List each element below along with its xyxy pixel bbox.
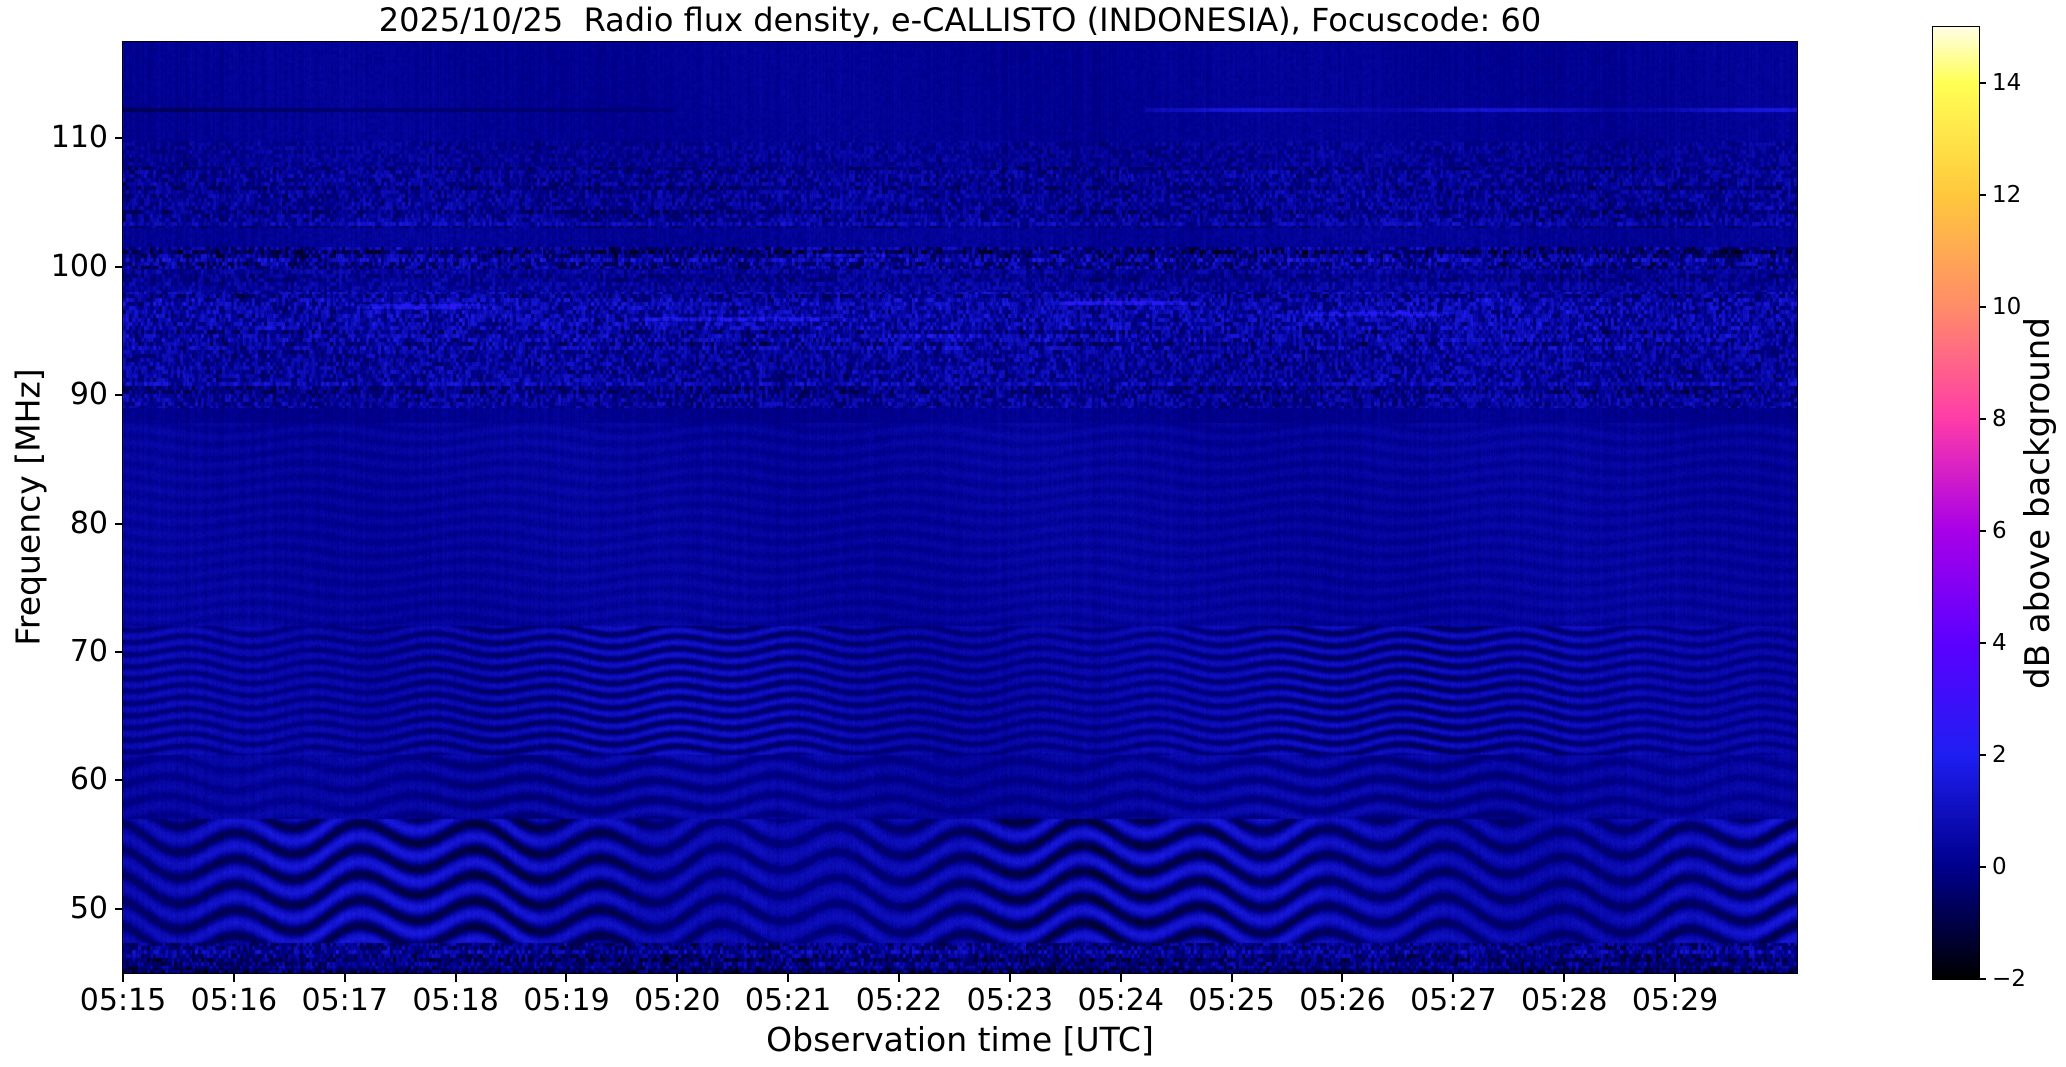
spectrogram-canvas — [123, 42, 1797, 973]
x-tick-mark — [454, 974, 457, 982]
colorbar-tick-label: 2 — [1992, 742, 2007, 768]
colorbar-tick-label: −2 — [1992, 966, 2026, 992]
colorbar-tick-label: 10 — [1992, 294, 2022, 320]
colorbar-tick-label: 4 — [1992, 630, 2007, 656]
colorbar-tick-mark — [1979, 978, 1986, 980]
x-axis-label: Observation time [UTC] — [766, 1020, 1154, 1059]
x-tick-label: 05:28 — [1520, 983, 1608, 1018]
x-tick-mark — [343, 974, 346, 982]
y-tick-mark — [115, 650, 123, 653]
x-tick-mark — [1230, 974, 1233, 982]
x-tick-mark — [1674, 974, 1677, 982]
colorbar-label: dB above background — [2018, 317, 2058, 689]
x-tick-label: 05:27 — [1410, 983, 1497, 1018]
y-tick-label: 110 — [50, 120, 108, 156]
y-tick-label: 70 — [69, 633, 108, 669]
colorbar-tick-mark — [1979, 82, 1986, 84]
chart-title: 2025/10/25 Radio flux density, e-CALLIST… — [378, 1, 1542, 39]
colorbar-tick-mark — [1979, 754, 1986, 756]
y-tick-mark — [115, 522, 123, 525]
y-tick-label: 50 — [69, 890, 108, 926]
colorbar-tick-mark — [1979, 418, 1986, 420]
colorbar-tick-mark — [1979, 866, 1986, 868]
x-tick-label: 05:22 — [855, 983, 943, 1018]
x-tick-mark — [565, 974, 568, 982]
colorbar-tick-label: 8 — [1992, 406, 2007, 432]
x-tick-label: 05:29 — [1631, 983, 1719, 1018]
x-tick-label: 05:25 — [1188, 983, 1275, 1018]
x-tick-label: 05:20 — [634, 983, 721, 1018]
x-tick-mark — [898, 974, 901, 982]
x-tick-label: 05:18 — [412, 983, 499, 1018]
x-tick-mark — [1563, 974, 1566, 982]
x-tick-mark — [232, 974, 235, 982]
x-tick-mark — [1008, 974, 1011, 982]
y-tick-mark — [115, 394, 123, 397]
x-tick-label: 05:24 — [1077, 983, 1164, 1018]
x-tick-mark — [787, 974, 790, 982]
x-tick-mark — [1119, 974, 1122, 982]
x-tick-mark — [1452, 974, 1455, 982]
colorbar-tick-label: 0 — [1992, 854, 2007, 880]
colorbar — [1933, 27, 1979, 979]
y-tick-mark — [115, 907, 123, 910]
colorbar-tick-mark — [1979, 306, 1986, 308]
colorbar-tick-mark — [1979, 194, 1986, 196]
y-tick-label: 80 — [69, 505, 108, 541]
x-tick-label: 05:26 — [1299, 983, 1386, 1018]
x-tick-label: 05:15 — [79, 983, 167, 1018]
colorbar-tick-label: 12 — [1992, 182, 2022, 208]
x-tick-mark — [1341, 974, 1344, 982]
x-tick-label: 05:17 — [301, 983, 388, 1018]
y-tick-label: 90 — [69, 377, 108, 413]
x-tick-mark — [676, 974, 679, 982]
y-tick-mark — [115, 779, 123, 782]
colorbar-tick-label: 6 — [1992, 518, 2007, 544]
x-tick-label: 05:23 — [966, 983, 1054, 1018]
colorbar-tick-label: 14 — [1992, 70, 2022, 96]
x-tick-label: 05:16 — [190, 983, 278, 1018]
y-tick-label: 60 — [69, 762, 108, 798]
y-tick-mark — [115, 265, 123, 268]
x-tick-label: 05:19 — [523, 983, 610, 1018]
colorbar-tick-mark — [1979, 530, 1986, 532]
colorbar-tick-mark — [1979, 642, 1986, 644]
x-tick-mark — [122, 974, 124, 982]
x-tick-label: 05:21 — [744, 983, 832, 1018]
y-tick-label: 100 — [50, 248, 108, 284]
y-tick-mark — [115, 137, 123, 140]
